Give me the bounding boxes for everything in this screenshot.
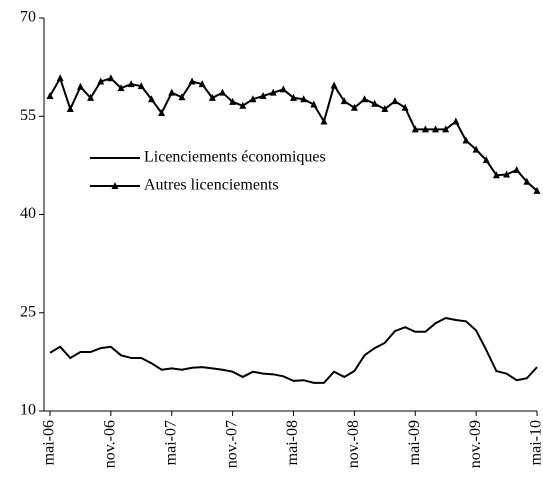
x-tick-label: nov.-09: [467, 420, 484, 468]
point-marker: [371, 99, 379, 107]
point-marker: [513, 165, 521, 173]
x-tick-label: mai-07: [162, 420, 179, 465]
point-marker: [523, 177, 531, 185]
y-tick-label: 25: [20, 303, 36, 320]
series-line: [49, 316, 538, 384]
point-marker: [66, 105, 74, 113]
point-marker: [76, 82, 84, 90]
point-marker: [452, 117, 460, 125]
x-tick-label: mai-08: [284, 420, 301, 465]
point-marker: [117, 84, 125, 92]
point-marker: [87, 93, 95, 101]
point-marker: [391, 97, 399, 105]
point-marker: [46, 91, 54, 99]
legend-label: Autres licenciements: [144, 177, 279, 194]
point-marker: [249, 95, 257, 103]
legend-label: Licenciements économiques: [144, 149, 326, 166]
point-marker: [330, 81, 338, 89]
point-marker: [411, 125, 419, 133]
point-marker: [239, 101, 247, 109]
point-marker: [381, 105, 389, 113]
point-marker: [300, 95, 308, 103]
point-marker: [442, 125, 450, 133]
point-marker: [168, 88, 176, 96]
point-marker: [361, 95, 369, 103]
point-marker: [178, 93, 186, 101]
point-marker: [533, 186, 541, 194]
point-marker: [229, 97, 237, 105]
point-marker: [147, 95, 155, 103]
y-tick-label: 10: [20, 402, 36, 419]
x-tick-label: nov.-08: [345, 420, 362, 468]
point-marker: [320, 117, 328, 125]
point-marker: [158, 108, 166, 116]
point-marker: [472, 145, 480, 153]
legend-marker: [111, 182, 119, 189]
point-marker: [137, 82, 145, 90]
point-marker: [127, 80, 135, 88]
legend-box: [82, 142, 342, 204]
point-marker: [279, 85, 287, 93]
y-tick-label: 55: [20, 107, 36, 124]
point-marker: [462, 136, 470, 144]
point-marker: [421, 125, 429, 133]
point-marker: [259, 91, 267, 99]
y-tick-label: 40: [20, 205, 36, 222]
x-tick-label: mai-09: [406, 420, 423, 465]
x-tick-label: nov.-06: [102, 420, 119, 468]
point-marker: [269, 88, 277, 96]
point-marker: [401, 103, 409, 111]
point-marker: [56, 74, 64, 82]
point-marker: [482, 156, 490, 164]
point-marker: [107, 74, 115, 82]
x-tick-label: mai-10: [528, 420, 543, 465]
point-marker: [290, 93, 297, 101]
point-marker: [198, 80, 206, 88]
x-tick-label: mai-06: [41, 420, 58, 465]
point-marker: [492, 171, 500, 179]
point-marker: [218, 88, 226, 96]
point-marker: [310, 100, 318, 108]
point-marker: [188, 77, 196, 85]
point-marker: [432, 125, 440, 133]
point-marker: [503, 170, 511, 178]
point-marker: [340, 97, 348, 105]
point-marker: [97, 77, 105, 85]
point-marker: [350, 103, 358, 111]
y-tick-label: 70: [20, 9, 36, 26]
point-marker: [208, 93, 216, 101]
x-tick-label: nov.-07: [223, 420, 240, 468]
